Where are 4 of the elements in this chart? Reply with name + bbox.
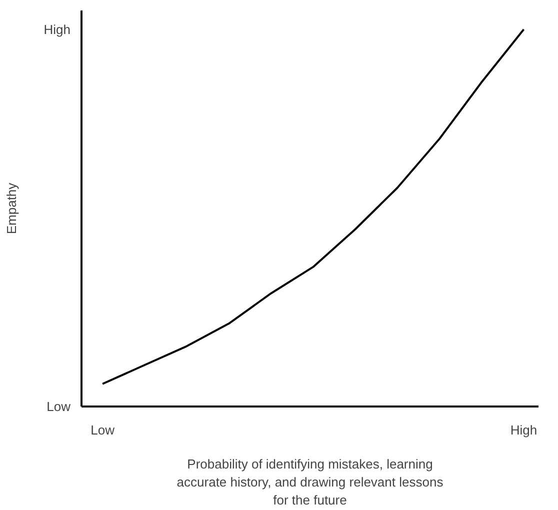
y-axis-title: Empathy [4, 182, 19, 234]
text: High [44, 22, 71, 37]
text: Low [46, 399, 72, 414]
x-axis-title: Probability of identifying mistakes, learning accurate history, and drawing relevant lessons for the future [176, 456, 444, 508]
